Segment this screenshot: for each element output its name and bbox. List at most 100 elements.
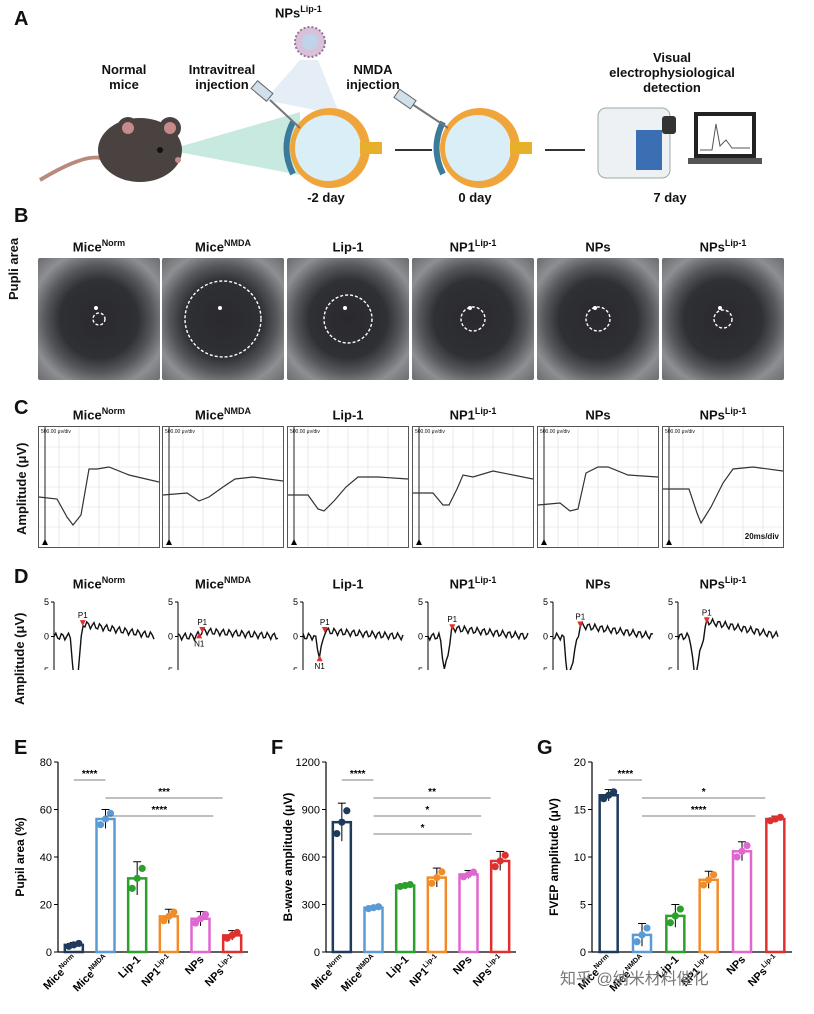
y-tick-label: 5 xyxy=(168,597,173,607)
p1-label: P1 xyxy=(447,615,457,624)
panel-label-b: B xyxy=(14,205,29,227)
significance-label: * xyxy=(421,823,425,834)
data-point xyxy=(128,884,136,892)
erg-trace-0: 500.00 μv/div xyxy=(38,426,160,548)
mouse-icon xyxy=(38,117,182,182)
group-header-2-0: MiceNorm xyxy=(72,575,126,592)
data-point xyxy=(170,908,178,916)
data-point xyxy=(633,938,641,946)
scale-label: 500.00 μv/div xyxy=(415,429,445,435)
y-tick-label: 900 xyxy=(302,805,320,817)
reflection-dot xyxy=(718,306,722,310)
data-point xyxy=(700,881,708,889)
y-tick-label: 10 xyxy=(574,852,586,864)
significance-label: ** xyxy=(428,787,436,798)
panel-label-e: E xyxy=(14,737,28,759)
n1-label: N1 xyxy=(194,639,205,648)
bar-norm xyxy=(598,794,619,954)
data-point xyxy=(160,917,168,925)
y-tick-label: 5 xyxy=(44,597,49,607)
electrophysiology-device-icon xyxy=(597,107,762,179)
data-point xyxy=(643,924,651,932)
y-tick-label: 0 xyxy=(314,947,320,959)
trigger-marker xyxy=(166,539,172,545)
vep-plot-5: 50-5-100100200300N1P1 xyxy=(665,597,779,670)
group-header-1-1: MiceNMDA xyxy=(195,406,251,423)
x-tick-label: NPsLip-1 xyxy=(470,953,506,989)
bar-np1 xyxy=(698,878,719,954)
group-header-0-0: MiceNorm xyxy=(72,238,126,255)
significance-label: **** xyxy=(618,769,634,780)
erg-waveform xyxy=(663,466,784,525)
y-tick-label: 0 xyxy=(46,947,52,959)
vep-waveform xyxy=(53,620,155,670)
erg-trace-5: 500.00 μv/div 20ms/div xyxy=(662,426,784,548)
erg-waveform xyxy=(413,470,534,506)
bar-nps xyxy=(731,850,753,954)
x-tick-label: Lip-1 xyxy=(384,954,411,981)
reflection-dot xyxy=(94,306,98,310)
day-0-label: 0 day xyxy=(458,190,492,205)
y-tick-label: 20 xyxy=(574,757,586,769)
significance-label: **** xyxy=(152,805,168,816)
day-minus2-label: -2 day xyxy=(307,190,345,205)
pupil-photo-4 xyxy=(537,258,659,380)
pupil-photo-5 xyxy=(662,258,784,380)
light-beam-shape xyxy=(168,112,300,175)
n1-marker xyxy=(316,655,323,662)
data-point xyxy=(338,818,346,826)
erg-waveform xyxy=(162,476,284,502)
group-header-0-2: Lip-1 xyxy=(332,239,364,255)
y-tick-label: 0 xyxy=(580,947,586,959)
erg-trace-3: 500.00 μv/div xyxy=(412,426,534,548)
bar-lip1 xyxy=(394,884,416,954)
y-tick-label: 300 xyxy=(302,900,320,912)
p1-marker xyxy=(321,626,328,633)
data-point xyxy=(101,815,110,823)
schematic-illustration xyxy=(38,26,762,188)
panel-label-f: F xyxy=(271,737,284,759)
erg-trace-2: 500.00 μv/div xyxy=(287,426,409,548)
y-tick-label: -5 xyxy=(665,666,673,670)
day-7-label: 7 day xyxy=(653,190,687,205)
scale-label: 500.00 μv/div xyxy=(540,429,570,435)
group-header-0-1: MiceNMDA xyxy=(195,238,251,255)
reflection-dot xyxy=(468,306,472,310)
y-tick-label: 15 xyxy=(574,805,586,817)
pupil-photo-3 xyxy=(412,258,534,380)
bar-nps xyxy=(458,873,479,954)
y-tick-label: 0 xyxy=(668,632,673,642)
panel-c-side-label: Amplitude (μV) xyxy=(14,442,29,535)
pupil-outline xyxy=(323,294,373,344)
pupil-photo-1 xyxy=(162,258,284,380)
p1-marker xyxy=(577,621,584,628)
p1-label: P1 xyxy=(575,612,585,621)
bar-np1 xyxy=(426,876,448,954)
data-point xyxy=(743,842,751,850)
data-point xyxy=(705,876,713,884)
data-point xyxy=(96,821,105,829)
data-point xyxy=(610,788,618,796)
y-tick-label: -5 xyxy=(415,666,423,670)
normal-mice-label: Normal mice xyxy=(101,62,147,92)
visual-detection-label: Visual electrophysiological detection xyxy=(609,50,735,95)
data-point xyxy=(501,851,509,859)
y-axis-label: Pupil area (%) xyxy=(13,817,27,896)
y-tick-label: 0 xyxy=(293,632,298,642)
y-tick-label: 5 xyxy=(418,597,423,607)
pupil-photo-2 xyxy=(287,258,409,380)
scale-label: 500.00 μv/div xyxy=(290,429,320,435)
data-point xyxy=(75,939,83,948)
scale-label: 500.00 μv/div xyxy=(665,429,695,435)
x-tick-label: NPsLip-1 xyxy=(745,953,781,989)
group-header-0-4: NPs xyxy=(585,239,611,255)
y-tick-label: 20 xyxy=(40,900,52,912)
y-tick-label: 0 xyxy=(168,632,173,642)
y-tick-label: 60 xyxy=(40,805,52,817)
data-point xyxy=(676,905,684,913)
data-point xyxy=(165,912,173,920)
y-tick-label: 5 xyxy=(668,597,673,607)
p1-marker xyxy=(79,620,86,627)
